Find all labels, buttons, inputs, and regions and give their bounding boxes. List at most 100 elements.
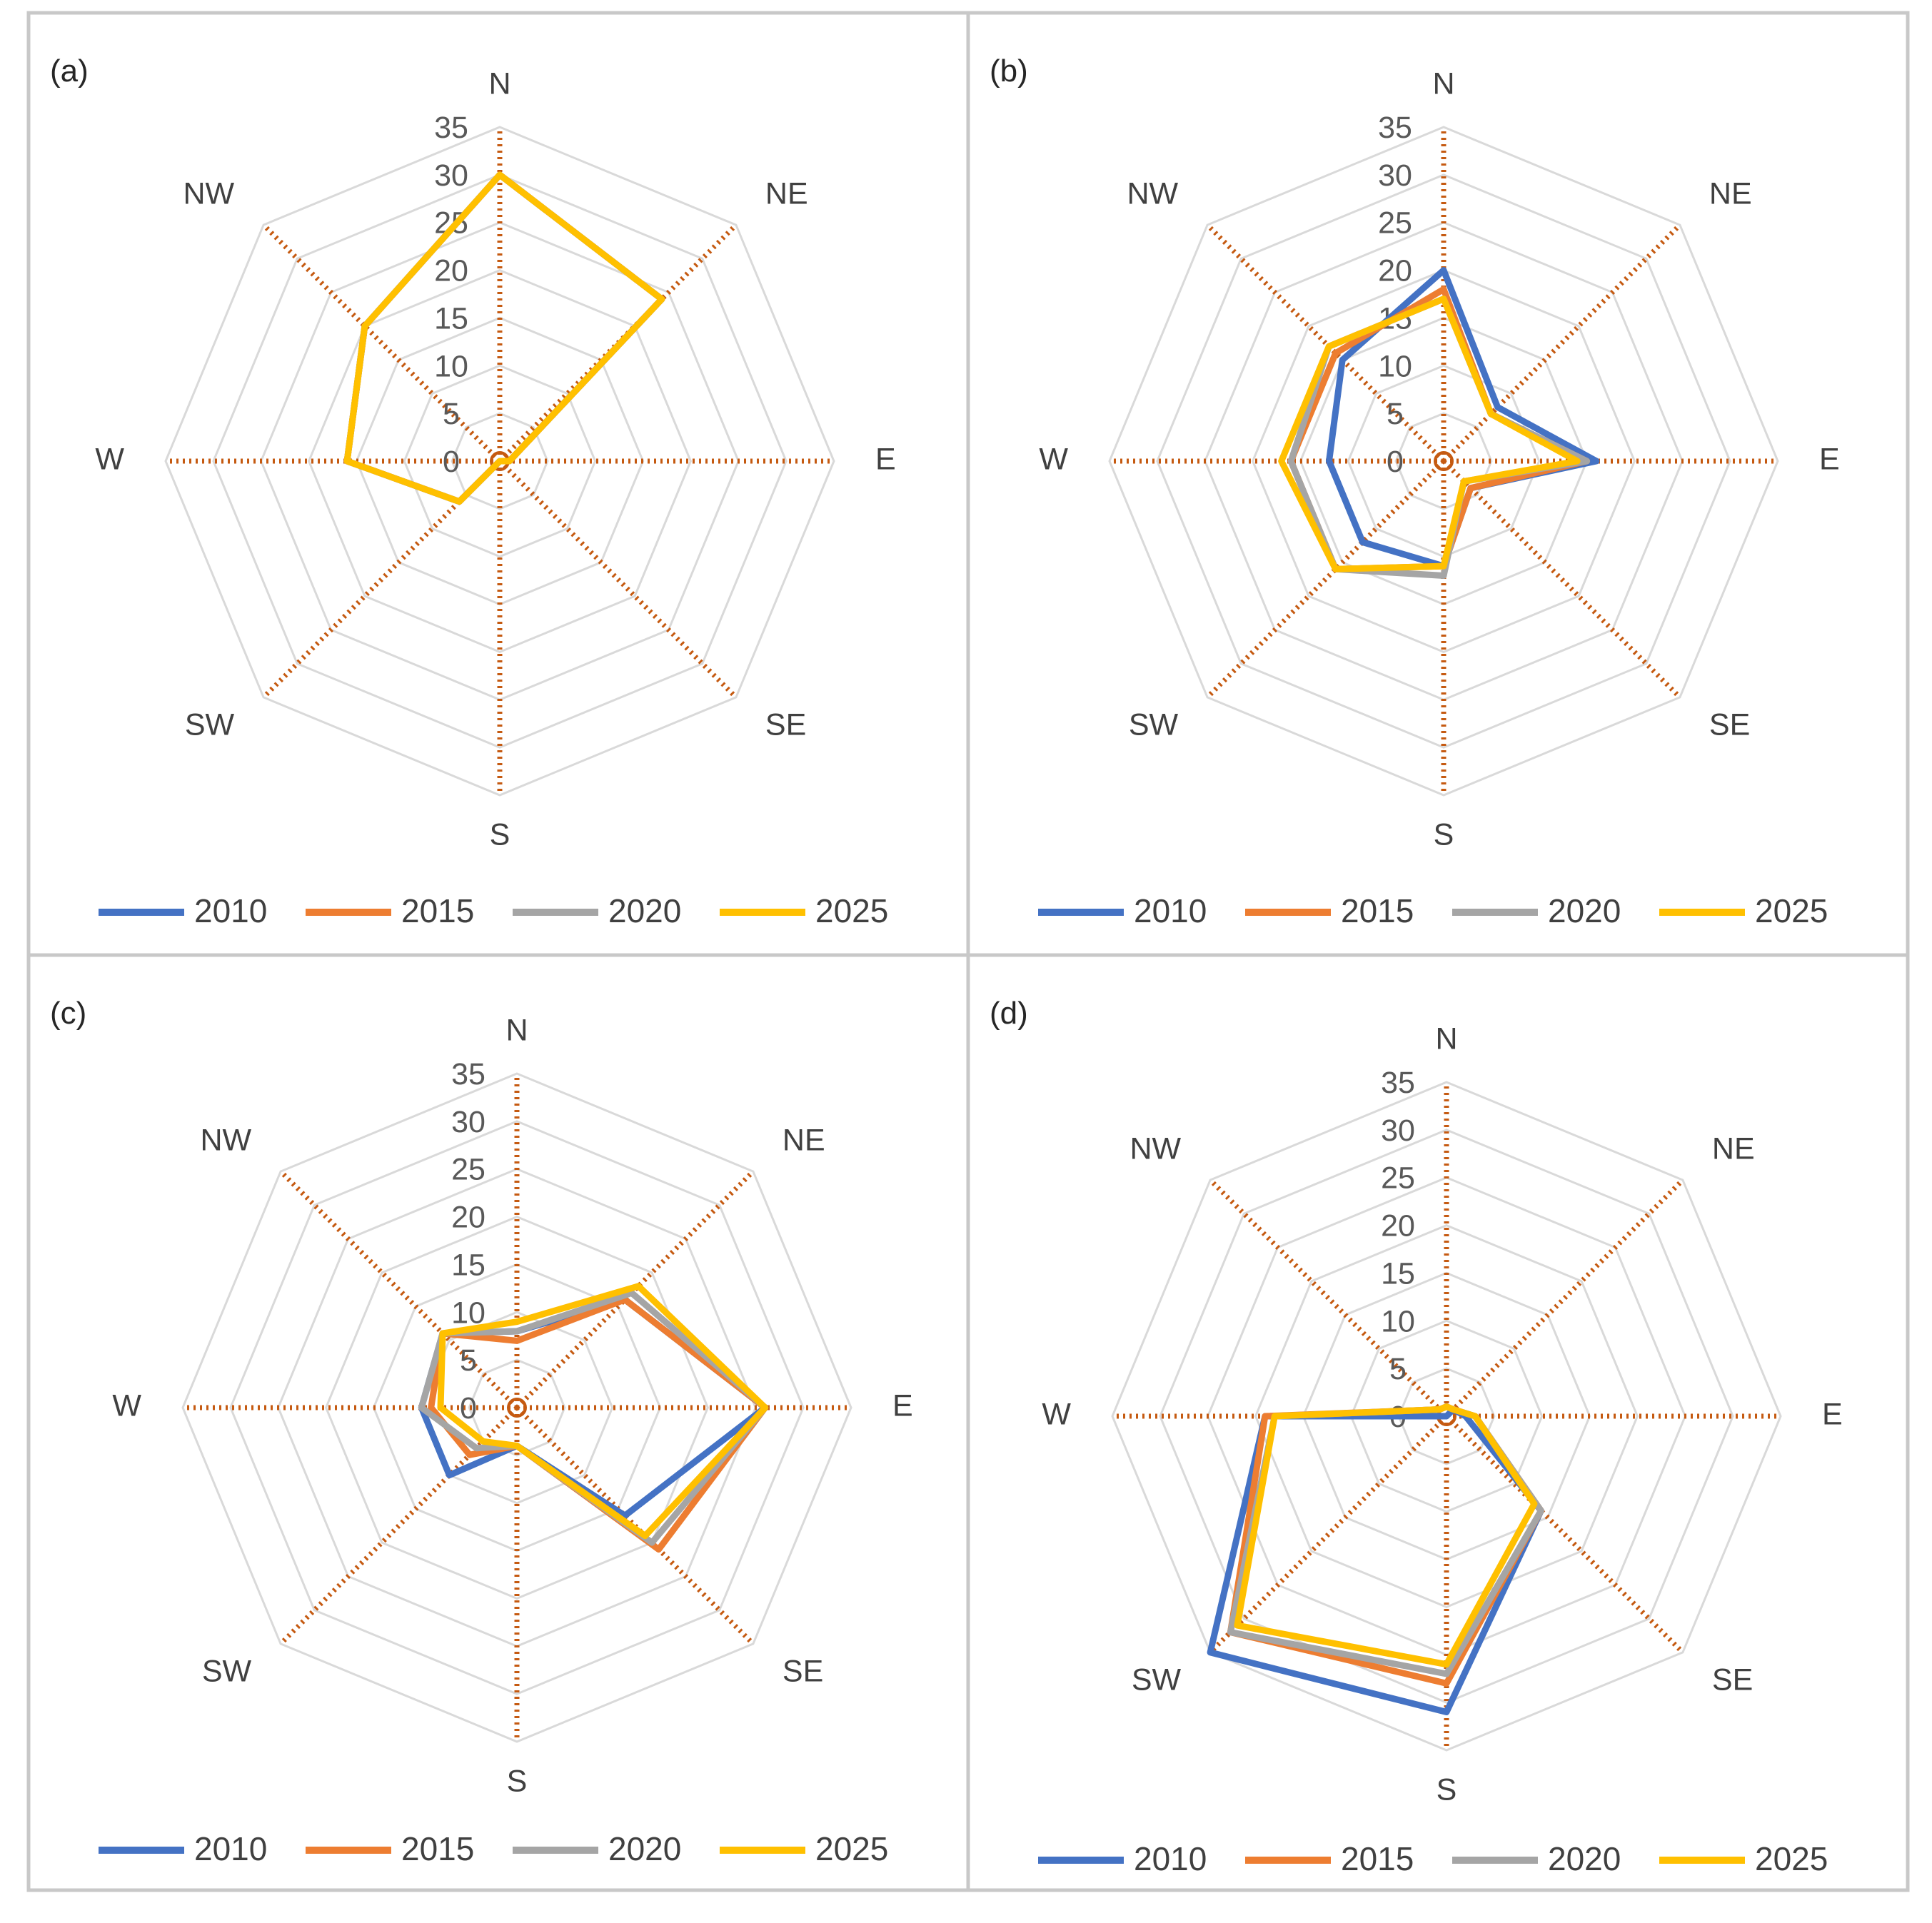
legend-entry-2010: 2010 (1038, 892, 1207, 929)
tick-label: 10 (1378, 349, 1412, 383)
direction-label-e: E (892, 1388, 913, 1423)
legend-label: 2015 (401, 1830, 474, 1867)
legend-entry-2010: 2010 (1038, 1840, 1207, 1877)
direction-label-n: N (505, 1013, 528, 1047)
legend-label: 2010 (1134, 892, 1207, 929)
legend-label: 2015 (401, 892, 474, 929)
spoke-se (515, 1405, 755, 1646)
tick-label: 5 (443, 397, 460, 431)
gridline-30 (1156, 173, 1731, 749)
tick-label: 10 (451, 1296, 485, 1330)
tick-label: 15 (451, 1248, 485, 1282)
spoke-sw (261, 459, 502, 700)
tick-label: 20 (1381, 1209, 1415, 1243)
tick-label: 30 (1381, 1114, 1415, 1148)
gridline-30 (229, 1120, 805, 1695)
legend-label: 2025 (815, 1830, 888, 1867)
tick-label: 15 (1381, 1256, 1415, 1291)
tick-label: 20 (434, 254, 468, 288)
center-marker (1434, 451, 1454, 471)
gridline-35 (1111, 1081, 1782, 1752)
direction-label-s: S (1434, 817, 1454, 852)
gridline-5 (468, 1358, 566, 1457)
tick-label: 0 (443, 445, 460, 479)
direction-label-se: SE (765, 707, 806, 742)
legend-entry-2025: 2025 (1659, 1840, 1828, 1877)
direction-label-nw: NW (183, 176, 234, 211)
gridline-35 (164, 126, 835, 797)
spoke-se (1442, 459, 1682, 700)
spoke-nw (261, 223, 502, 463)
tick-label: 20 (1378, 254, 1412, 288)
direction-label-e: E (1819, 442, 1840, 476)
direction-label-sw: SW (202, 1654, 252, 1688)
legend-entry-2010: 2010 (99, 1830, 267, 1867)
center-marker (507, 1398, 527, 1418)
gridline-20 (1254, 1223, 1639, 1609)
legend-entry-2020: 2020 (513, 1830, 681, 1867)
spoke-se (498, 459, 738, 700)
direction-label-sw: SW (1132, 1662, 1182, 1697)
tick-label: 35 (451, 1057, 485, 1091)
spoke-ne (1444, 1178, 1685, 1418)
legend-entry-2025: 2025 (720, 1830, 888, 1867)
legend-label: 2025 (1755, 892, 1828, 929)
tick-label: 30 (1378, 158, 1412, 193)
legend-entry-2025: 2025 (720, 892, 888, 929)
direction-label-se: SE (1712, 1662, 1753, 1697)
legend-label: 2015 (1341, 892, 1414, 929)
direction-label-se: SE (1709, 707, 1750, 742)
tick-label: 30 (451, 1105, 485, 1139)
spoke-sw (1208, 1414, 1449, 1655)
tick-label: 25 (1381, 1161, 1415, 1196)
direction-label-ne: NE (765, 176, 808, 211)
direction-label-n: N (1432, 66, 1454, 101)
panel-frame (966, 11, 1910, 957)
legend-label: 2015 (1341, 1840, 1414, 1877)
series-2025 (1278, 296, 1581, 572)
tick-label: 35 (1381, 1066, 1415, 1100)
gridline-35 (1108, 126, 1779, 797)
panel-frame (26, 11, 970, 957)
legend-entry-2020: 2020 (1452, 892, 1621, 929)
spoke-se (1444, 1414, 1685, 1655)
series-2025 (437, 1283, 769, 1540)
legend-entry-2020: 2020 (1452, 1840, 1621, 1877)
legend-label: 2010 (194, 892, 267, 929)
spoke-nw (1205, 223, 1446, 463)
direction-label-nw: NW (200, 1123, 251, 1157)
direction-label-ne: NE (1712, 1131, 1755, 1166)
gridline-35 (181, 1072, 852, 1743)
tick-label: 30 (434, 158, 468, 193)
spoke-sw (278, 1405, 519, 1646)
tick-label: 20 (451, 1201, 485, 1235)
legend-entry-2010: 2010 (99, 892, 267, 929)
panel-frame (26, 953, 970, 1892)
direction-label-n: N (1435, 1021, 1457, 1056)
legend-label: 2025 (1755, 1840, 1828, 1877)
direction-label-s: S (507, 1764, 528, 1798)
tick-label: 5 (1387, 397, 1404, 431)
legend-entry-2015: 2015 (306, 892, 474, 929)
series-2025 (1234, 1403, 1538, 1668)
gridline-30 (212, 173, 788, 749)
direction-label-e: E (1822, 1397, 1843, 1431)
gridline-10 (403, 364, 597, 558)
legend-entry-2015: 2015 (306, 1830, 474, 1867)
tick-label: 25 (451, 1153, 485, 1187)
tick-label: 5 (460, 1343, 477, 1378)
direction-label-se: SE (783, 1654, 823, 1688)
tick-label: 35 (434, 111, 468, 145)
legend-label: 2025 (815, 892, 888, 929)
gridline-20 (1251, 268, 1636, 654)
gridline-5 (1394, 412, 1493, 510)
tick-label: 25 (1378, 206, 1412, 241)
direction-label-w: W (1042, 1397, 1071, 1431)
gridline-20 (307, 268, 693, 654)
gridline-5 (1397, 1367, 1496, 1465)
legend-label: 2020 (1548, 892, 1621, 929)
direction-label-w: W (112, 1388, 141, 1423)
spoke-ne (515, 1169, 755, 1410)
